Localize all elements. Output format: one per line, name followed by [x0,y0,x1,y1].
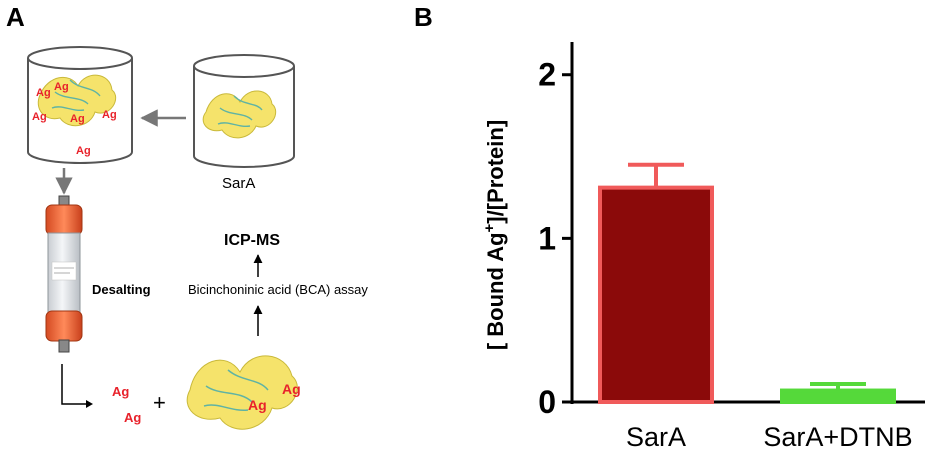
protein-structure-right [202,90,277,139]
panel-b: B [ Bound Ag+]/[Protein] 0 1 2 SarA SarA+DT… [414,2,925,452]
panel-a-letter: A [6,2,25,32]
ag-label: Ag [248,397,267,413]
y-tick-label: 2 [538,57,556,93]
ag-label: Ag [112,384,129,399]
desalting-column [45,195,83,353]
ag-label: Ag [282,381,301,397]
beaker-with-silver: Ag Ag Ag Ag Ag Ag [27,46,133,164]
x-tick-label: SarA+DTNB [763,422,912,452]
plus-sign: + [153,390,166,415]
y-tick-label: 0 [538,384,556,420]
bar [598,185,714,404]
protein-structure-bottom [186,355,298,430]
chart-axes: 0 1 2 [538,42,925,420]
l-arrow [61,364,86,405]
sara-label: SarA [222,175,255,192]
ag-label: Ag [32,111,47,123]
panel-a: A Ag Ag Ag Ag Ag Ag SarA [6,2,368,430]
icpms-label: ICP-MS [224,232,280,249]
ag-label: Ag [70,113,85,125]
bar [780,388,896,404]
ag-label: Ag [76,145,91,157]
protein-structure-left [37,74,117,127]
panel-b-letter: B [414,2,433,32]
ag-label: Ag [102,109,117,121]
ag-label: Ag [124,410,141,425]
x-tick-label: SarA [626,422,686,452]
ag-label: Ag [36,87,51,99]
chart-bars: SarA SarA+DTNB [598,162,913,452]
y-tick-label: 1 [538,220,556,256]
bca-assay-label: Bicinchoninic acid (BCA) assay [188,282,368,297]
ag-label: Ag [54,81,69,93]
desalting-label: Desalting [92,282,151,297]
beaker-sara: SarA [193,54,295,192]
y-axis-label: [ Bound Ag+]/[Protein] [481,120,508,350]
